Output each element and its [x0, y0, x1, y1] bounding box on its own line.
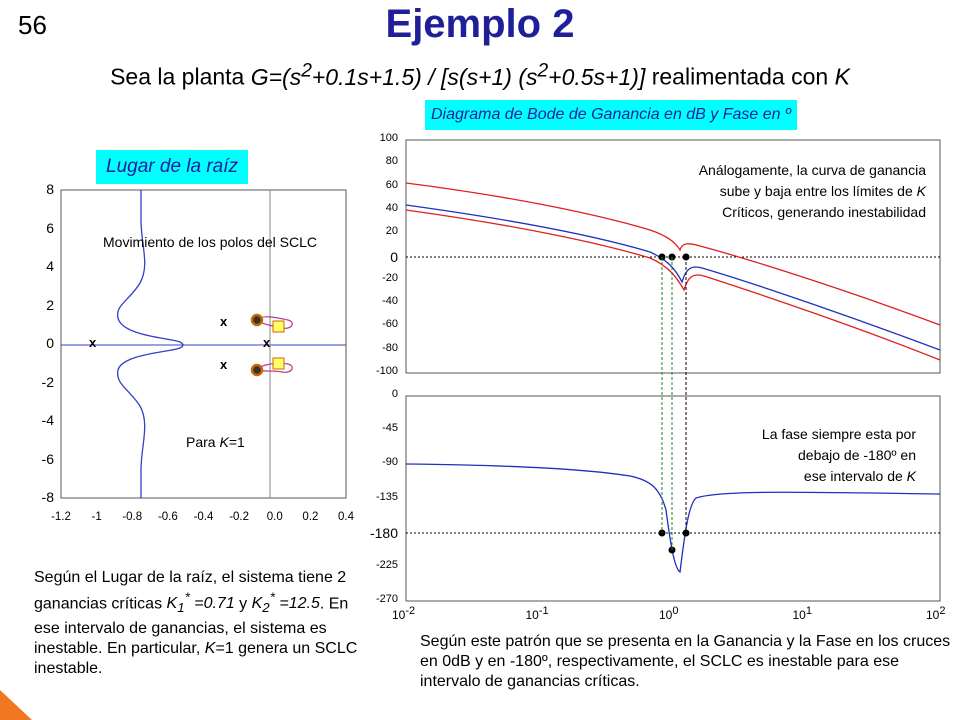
- gain-y-tick: 0: [390, 248, 398, 265]
- gain-y-tick: -80: [382, 341, 398, 354]
- root-locus-frame: [60, 189, 347, 499]
- root-locus-y-tick: -2: [41, 373, 54, 390]
- gain-y-tick: 20: [385, 225, 398, 238]
- open-loop-pole-marker-minus1: x: [89, 335, 97, 350]
- root-locus-x-tick: -0.4: [193, 511, 214, 523]
- bode-label: Diagrama de Bode de Ganancia en dB y Fas…: [425, 100, 797, 130]
- frequency-x-tick: 10-1: [525, 605, 549, 622]
- bode-paragraph: Según este patrón que se presenta en la …: [420, 633, 951, 690]
- frequency-x-tick: 10-2: [392, 605, 416, 622]
- root-locus-branch: [117, 190, 184, 498]
- gain-curve-mid: [405, 204, 941, 351]
- gain-y-tick: 60: [385, 178, 398, 191]
- root-locus-y-tick: 4: [46, 258, 54, 274]
- gain-y-tick: -60: [382, 318, 398, 331]
- root-locus-y-tick: -4: [41, 412, 54, 428]
- closed-loop-pole-lower: [250, 363, 264, 377]
- slide-title: Ejemplo 2: [385, 2, 575, 46]
- root-locus-paragraph: Según el Lugar de la raíz, el sistema ti…: [34, 569, 358, 677]
- bode-phase-frame: [405, 395, 941, 602]
- frequency-x-tick: 102: [926, 605, 946, 622]
- open-loop-pole-marker-lower: x: [220, 357, 228, 372]
- phase-y-tick: -45: [382, 422, 398, 435]
- root-locus-y-tick: 0: [46, 335, 54, 351]
- open-loop-pole-marker-origin: x: [263, 335, 271, 350]
- zero-marker-upper: [272, 320, 285, 333]
- slide-number: 56: [18, 10, 47, 40]
- root-locus-y-tick: 2: [46, 296, 54, 313]
- phase-y-tick: -225: [375, 558, 398, 571]
- root-locus-y-tick: -8: [41, 489, 54, 505]
- gain-y-tick: 100: [379, 132, 398, 144]
- root-locus-label: Lugar de la raíz: [96, 150, 249, 184]
- phase-y-tick: -180: [369, 524, 398, 541]
- closed-loop-pole-upper: [250, 313, 264, 327]
- gain-curve-lower: [405, 209, 941, 361]
- root-locus-x-tick: -0.2: [229, 511, 250, 523]
- k-equals-1-annotation: Para K=1: [186, 434, 245, 450]
- open-loop-pole-marker-upper: x: [220, 314, 228, 329]
- frequency-x-tick: 101: [792, 605, 812, 622]
- gain-curve-upper: [405, 182, 941, 326]
- zero-marker-lower: [272, 357, 285, 370]
- phase-y-tick: -270: [375, 593, 398, 605]
- root-locus-x-tick: -0.6: [157, 511, 178, 523]
- phase-y-tick: 0: [391, 388, 398, 400]
- root-locus-x-tick: 0.0: [266, 511, 283, 523]
- root-locus-y-tick: 6: [46, 219, 54, 236]
- root-locus-x-tick: -1.2: [51, 511, 71, 523]
- gain-annotation: Análogamente, la curva de ganancia sube y…: [698, 162, 926, 220]
- gain-y-tick: -100: [375, 365, 398, 377]
- root-locus-x-tick: 0.2: [302, 511, 319, 523]
- phase-curve: [405, 463, 941, 574]
- root-locus-x-tick: -0.8: [122, 511, 143, 523]
- gain-y-tick: 80: [385, 155, 398, 168]
- phase-annotation: La fase siempre esta por debajo de -180º …: [761, 426, 916, 484]
- pole-path-lower: [255, 362, 293, 373]
- root-locus-y-tick: 8: [46, 181, 54, 197]
- movement-annotation: Movimiento de los polos del SCLC: [103, 234, 317, 250]
- gain-y-tick: -20: [382, 271, 398, 284]
- slide-subtitle: Sea la planta G=(s2+0.1s+1.5) / [s(s+1) …: [110, 60, 850, 90]
- root-locus-y-tick: -6: [41, 450, 54, 467]
- gain-y-tick: -40: [382, 295, 398, 308]
- frequency-x-tick: 100: [659, 605, 679, 622]
- gain-y-tick: 40: [385, 201, 398, 214]
- root-locus-x-tick: 0.4: [338, 511, 354, 523]
- pole-path-upper: [255, 316, 293, 329]
- phase-y-tick: -135: [375, 490, 398, 503]
- corner-decoration: [0, 690, 32, 720]
- root-locus-x-tick: -1: [91, 511, 102, 523]
- phase-y-tick: -90: [382, 456, 398, 469]
